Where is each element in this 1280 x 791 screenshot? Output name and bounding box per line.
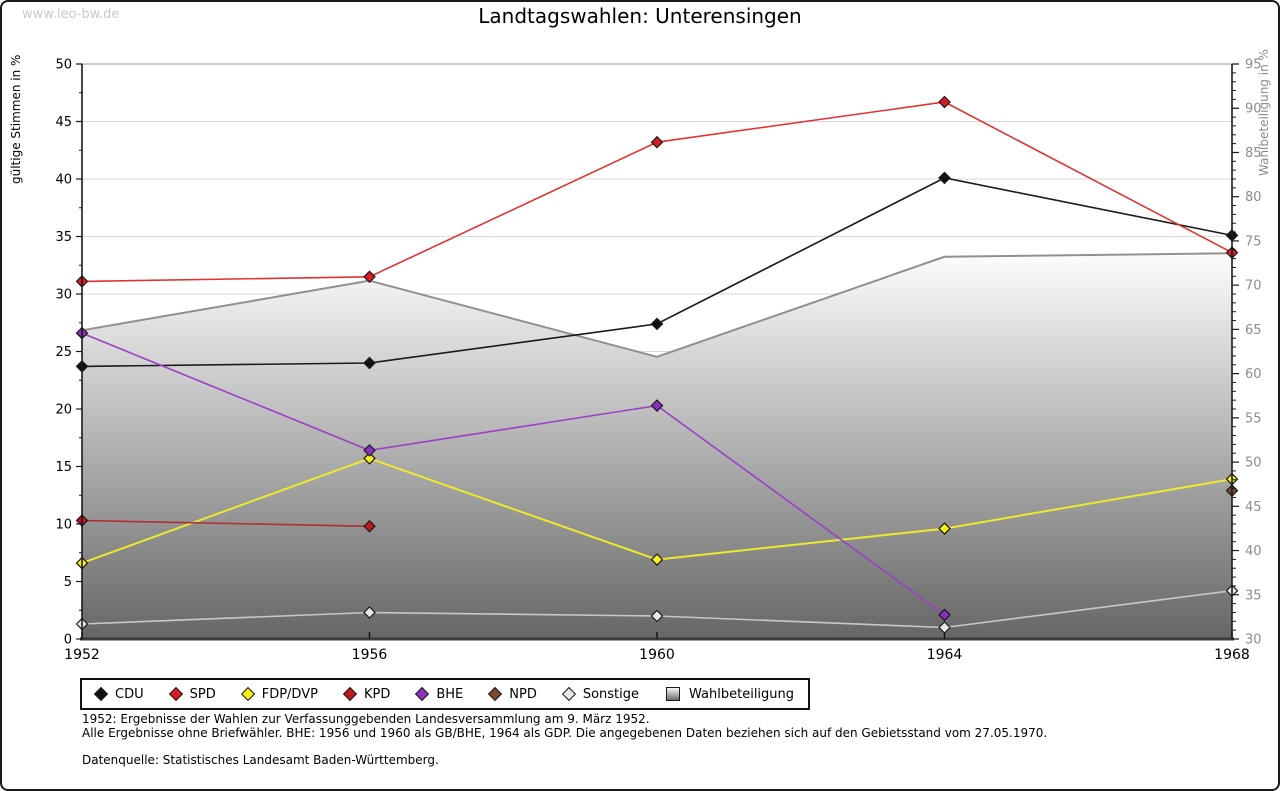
legend-item-sonstige: Sonstige — [561, 686, 640, 702]
series-marker-cdu-1964 — [938, 171, 951, 185]
right-tick-label-85: 85 — [1245, 146, 1262, 161]
legend-label-wahlbeteiligung: Wahlbeteiligung — [689, 686, 795, 702]
legend-diamond-kpd — [342, 686, 358, 702]
right-tick-label-30: 30 — [1245, 633, 1262, 648]
series-marker-fdp-dvp-1956 — [363, 452, 376, 465]
right-tick-label-70: 70 — [1245, 279, 1262, 294]
page-title: Landtagswahlen: Unterensingen — [478, 4, 802, 28]
footnote-line-1: 1952: Ergebnisse der Wahlen zur Verfassu… — [82, 712, 650, 726]
x-tick-label-1956: 1956 — [352, 647, 388, 663]
left-tick-label-0: 0 — [64, 633, 72, 648]
series-marker-cdu-1956 — [363, 356, 376, 370]
series-marker-bhe-1960 — [650, 399, 664, 412]
legend-label-sonstige: Sonstige — [582, 686, 640, 702]
right-tick-label-75: 75 — [1245, 234, 1262, 249]
series-line-kpd — [81, 519, 370, 528]
series-marker-kpd-1956 — [363, 519, 376, 533]
legend-label-fdp-dvp: FDP/DVP — [261, 686, 318, 702]
series-marker-bhe-1956 — [363, 444, 376, 457]
series-line-bhe — [81, 332, 945, 616]
legend-gradient-swatch — [666, 687, 681, 701]
left-tick-label-45: 45 — [55, 115, 72, 130]
left-tick-label-20: 20 — [55, 403, 72, 418]
left-tick-label-25: 25 — [55, 345, 72, 360]
series-marker-cdu-1960 — [650, 317, 664, 331]
legend-item-wahlbeteiligung: Wahlbeteiligung — [666, 687, 794, 702]
legend-item-fdp-dvp: FDP/DVP — [240, 686, 318, 702]
legend-diamond-cdu — [93, 686, 109, 702]
legend-label-bhe: BHE — [436, 686, 464, 702]
left-tick-label-5: 5 — [64, 575, 72, 590]
series-marker-sonstige-1956 — [363, 606, 376, 619]
x-tick-label-1964: 1964 — [927, 647, 963, 663]
left-tick-label-15: 15 — [55, 460, 72, 475]
legend-diamond-sonstige — [561, 686, 576, 702]
right-tick-label-50: 50 — [1245, 456, 1262, 471]
legend-item-bhe: BHE — [415, 686, 464, 702]
legend-diamond-spd — [168, 686, 183, 702]
chart-canvas: 0 5 10 15 20 25 30 35 40 45 50 30 35 40 45 50 55 60 65 70 75… — [9, 49, 1271, 663]
series-marker-fdp-dvp-1964 — [938, 522, 951, 535]
leo-bw-watermark: www.leo-bw.de — [22, 7, 120, 22]
chart-footnotes: 1952: Ergebnisse der Wahlen zur Verfassu… — [82, 712, 1048, 768]
footnote-source: Datenquelle: Statistisches Landesamt Bad… — [82, 753, 439, 767]
right-tick-label-45: 45 — [1245, 500, 1262, 515]
legend-item-npd: NPD — [488, 686, 537, 702]
legend-diamond-bhe — [415, 686, 430, 702]
legend-diamond-fdp-dvp — [240, 686, 255, 702]
legend-label-spd: SPD — [189, 686, 216, 702]
turnout-area — [82, 253, 1232, 640]
right-tick-label-90: 90 — [1245, 102, 1262, 117]
chart-legend: CDU SPD FDP/DVP KPD BHE NPD Sonstige Wahlbeteil… — [80, 678, 811, 710]
left-tick-label-35: 35 — [55, 230, 72, 245]
x-tick-label-1952: 1952 — [64, 647, 100, 663]
turnout-area-edge — [81, 252, 1233, 358]
legend-diamond-npd — [488, 686, 503, 702]
legend-label-npd: NPD — [509, 686, 537, 702]
footnote-line-2: Alle Ergebnisse ohne Briefwähler. BHE: 1… — [82, 725, 1048, 740]
legend-item-spd: SPD — [168, 686, 216, 702]
left-tick-label-30: 30 — [55, 288, 72, 303]
series-marker-bhe-1964 — [938, 608, 951, 622]
right-tick-label-80: 80 — [1245, 190, 1262, 205]
series-marker-fdp-dvp-1960 — [650, 553, 664, 566]
right-tick-label-35: 35 — [1245, 588, 1262, 603]
right-axis-title: Wahlbeteiligung in % — [1257, 49, 1271, 176]
x-tick-label-1968: 1968 — [1214, 647, 1250, 663]
series-marker-spd-1956 — [363, 270, 376, 284]
left-tick-label-50: 50 — [55, 58, 72, 73]
legend-item-cdu: CDU — [93, 686, 144, 702]
legend-label-cdu: CDU — [115, 686, 144, 702]
right-tick-label-55: 55 — [1245, 411, 1262, 426]
right-tick-label-65: 65 — [1245, 323, 1262, 338]
left-axis-title: gültige Stimmen in % — [9, 55, 23, 184]
legend-label-kpd: KPD — [363, 686, 391, 702]
left-tick-label-40: 40 — [55, 173, 72, 188]
series-marker-spd-1960 — [650, 135, 664, 149]
right-tick-label-95: 95 — [1245, 58, 1262, 73]
legend-item-kpd: KPD — [342, 686, 391, 702]
right-tick-label-40: 40 — [1245, 544, 1262, 559]
series-marker-spd-1964 — [938, 95, 951, 109]
right-tick-label-60: 60 — [1245, 367, 1262, 382]
left-tick-label-10: 10 — [55, 518, 72, 533]
x-tick-label-1960: 1960 — [639, 647, 675, 663]
series-marker-sonstige-1960 — [650, 609, 664, 623]
